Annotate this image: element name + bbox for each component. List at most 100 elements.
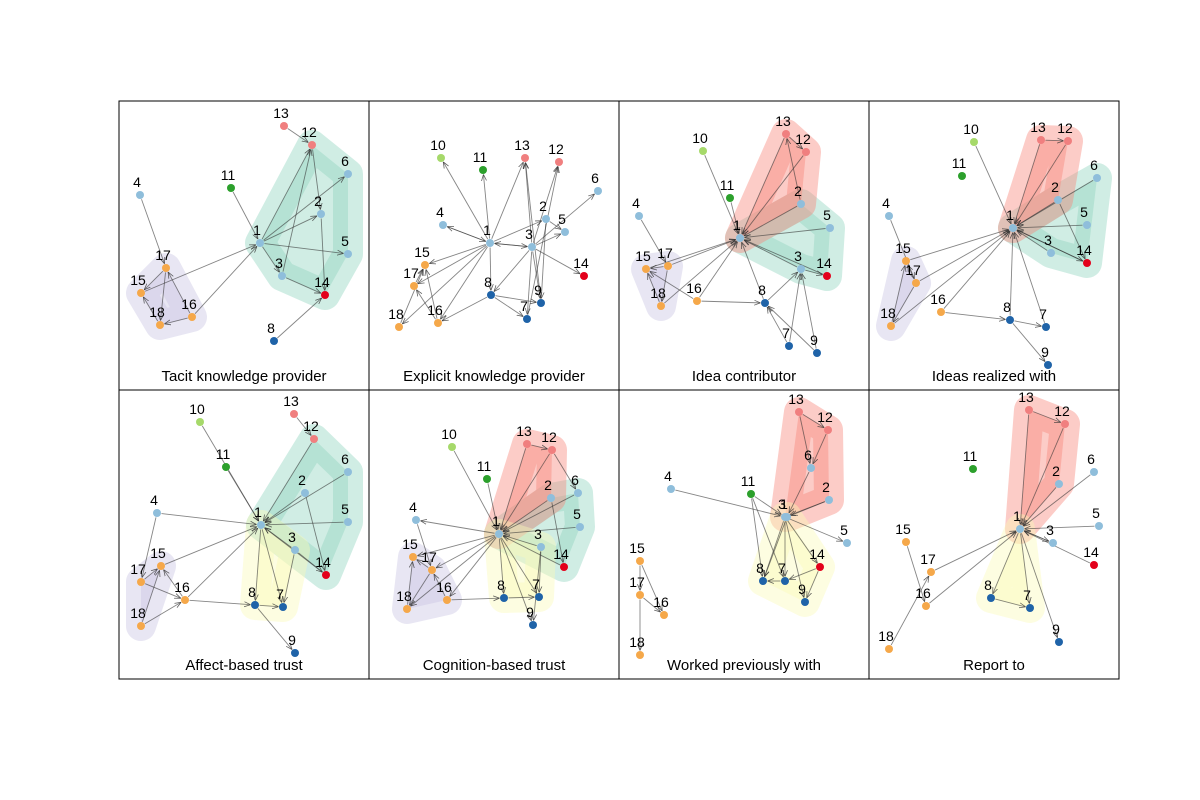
node-label-18: 18 — [880, 305, 896, 321]
node-label-17: 17 — [421, 549, 437, 565]
node-label-7: 7 — [782, 325, 790, 341]
node-label-12: 12 — [1054, 403, 1070, 419]
node-6 — [1090, 468, 1098, 476]
edge-13-12 — [296, 417, 311, 436]
node-1 — [736, 234, 744, 242]
panel-title: Affect-based trust — [185, 657, 303, 674]
edge-9-13 — [525, 162, 541, 299]
edge-13-1 — [742, 137, 785, 234]
edge-1-15 — [429, 244, 486, 263]
edge-3-9 — [532, 251, 541, 298]
node-label-15: 15 — [895, 240, 911, 256]
edge-4-17 — [416, 524, 430, 565]
edge-16-8 — [189, 599, 250, 604]
node-label-10: 10 — [189, 401, 205, 417]
node-label-8: 8 — [758, 282, 766, 298]
edge-15-16 — [641, 564, 662, 611]
node-14 — [1083, 259, 1091, 267]
edge-1-9 — [500, 538, 532, 621]
community-hull — [245, 130, 363, 310]
edge-9-8 — [768, 306, 815, 351]
edge-1-3 — [1023, 530, 1049, 542]
node-label-11: 11 — [741, 473, 756, 489]
node-label-2: 2 — [298, 472, 306, 488]
node-15 — [902, 538, 910, 546]
node-label-10: 10 — [692, 130, 708, 146]
edge-5-1 — [1024, 525, 1095, 529]
node-label-11: 11 — [963, 448, 978, 464]
edge-3-14 — [298, 552, 323, 572]
node-label-5: 5 — [341, 501, 349, 517]
node-16 — [188, 313, 196, 321]
node-9 — [1055, 638, 1063, 646]
node-label-3: 3 — [778, 496, 786, 512]
node-label-5: 5 — [840, 522, 848, 538]
edge-2-3 — [789, 501, 825, 516]
edge-3-5 — [535, 234, 561, 246]
node-label-18: 18 — [388, 306, 404, 322]
panel-5: 123456789101112131415161718Affect-based … — [126, 393, 363, 674]
node-16 — [660, 611, 668, 619]
node-7 — [1042, 323, 1050, 331]
node-label-1: 1 — [733, 217, 741, 233]
node-15 — [421, 261, 429, 269]
node-15 — [642, 265, 650, 273]
node-7 — [279, 603, 287, 611]
edge-1-2 — [263, 216, 317, 242]
edge-1-9 — [1021, 533, 1057, 637]
node-12 — [548, 446, 556, 454]
node-label-14: 14 — [553, 546, 569, 562]
edge-16-1 — [187, 528, 258, 598]
node-3 — [278, 272, 286, 280]
edge-15-1 — [650, 239, 735, 269]
node-label-10: 10 — [441, 426, 457, 442]
edge-7-12 — [527, 166, 558, 315]
node-label-3: 3 — [794, 248, 802, 264]
node-2 — [1054, 196, 1062, 204]
edge-4-1 — [161, 513, 256, 525]
edge-13-12 — [1033, 411, 1061, 423]
node-label-7: 7 — [520, 298, 528, 314]
node-2 — [1055, 480, 1063, 488]
node-label-10: 10 — [430, 137, 446, 153]
node-7 — [785, 342, 793, 350]
node-label-2: 2 — [1051, 179, 1059, 195]
edge-16-18 — [164, 317, 188, 324]
node-8 — [1006, 316, 1014, 324]
edge-8-1 — [1009, 232, 1013, 316]
panel-grid — [118, 100, 1120, 680]
edge-6-1 — [789, 471, 810, 513]
edge-8-7 — [508, 597, 534, 598]
node-9 — [537, 299, 545, 307]
node-4 — [412, 516, 420, 524]
edge-3-8 — [494, 250, 530, 291]
edge-3-7 — [527, 251, 533, 314]
edge-11-1 — [232, 191, 258, 239]
node-label-14: 14 — [1083, 544, 1099, 560]
edge-1-3 — [262, 246, 279, 273]
node-1 — [1016, 525, 1024, 533]
edge-8-9 — [495, 295, 536, 303]
node-3 — [1047, 249, 1055, 257]
node-15 — [157, 562, 165, 570]
panel-title: Idea contributor — [692, 368, 796, 385]
edge-13-12 — [531, 444, 547, 449]
node-12 — [310, 435, 318, 443]
node-label-5: 5 — [558, 211, 566, 227]
edge-14-1 — [744, 239, 824, 275]
node-label-4: 4 — [409, 499, 417, 515]
node-label-1: 1 — [1006, 207, 1014, 223]
node-label-11: 11 — [216, 446, 231, 462]
edge-1-16 — [440, 246, 488, 319]
edge-16-8 — [451, 598, 499, 600]
node-label-12: 12 — [1057, 120, 1073, 136]
edge-13-1 — [1014, 144, 1041, 223]
node-label-18: 18 — [650, 285, 666, 301]
edge-12-1 — [1021, 427, 1064, 525]
node-10 — [196, 418, 204, 426]
edge-8-3 — [767, 272, 797, 301]
node-6 — [344, 170, 352, 178]
node-14 — [1090, 561, 1098, 569]
